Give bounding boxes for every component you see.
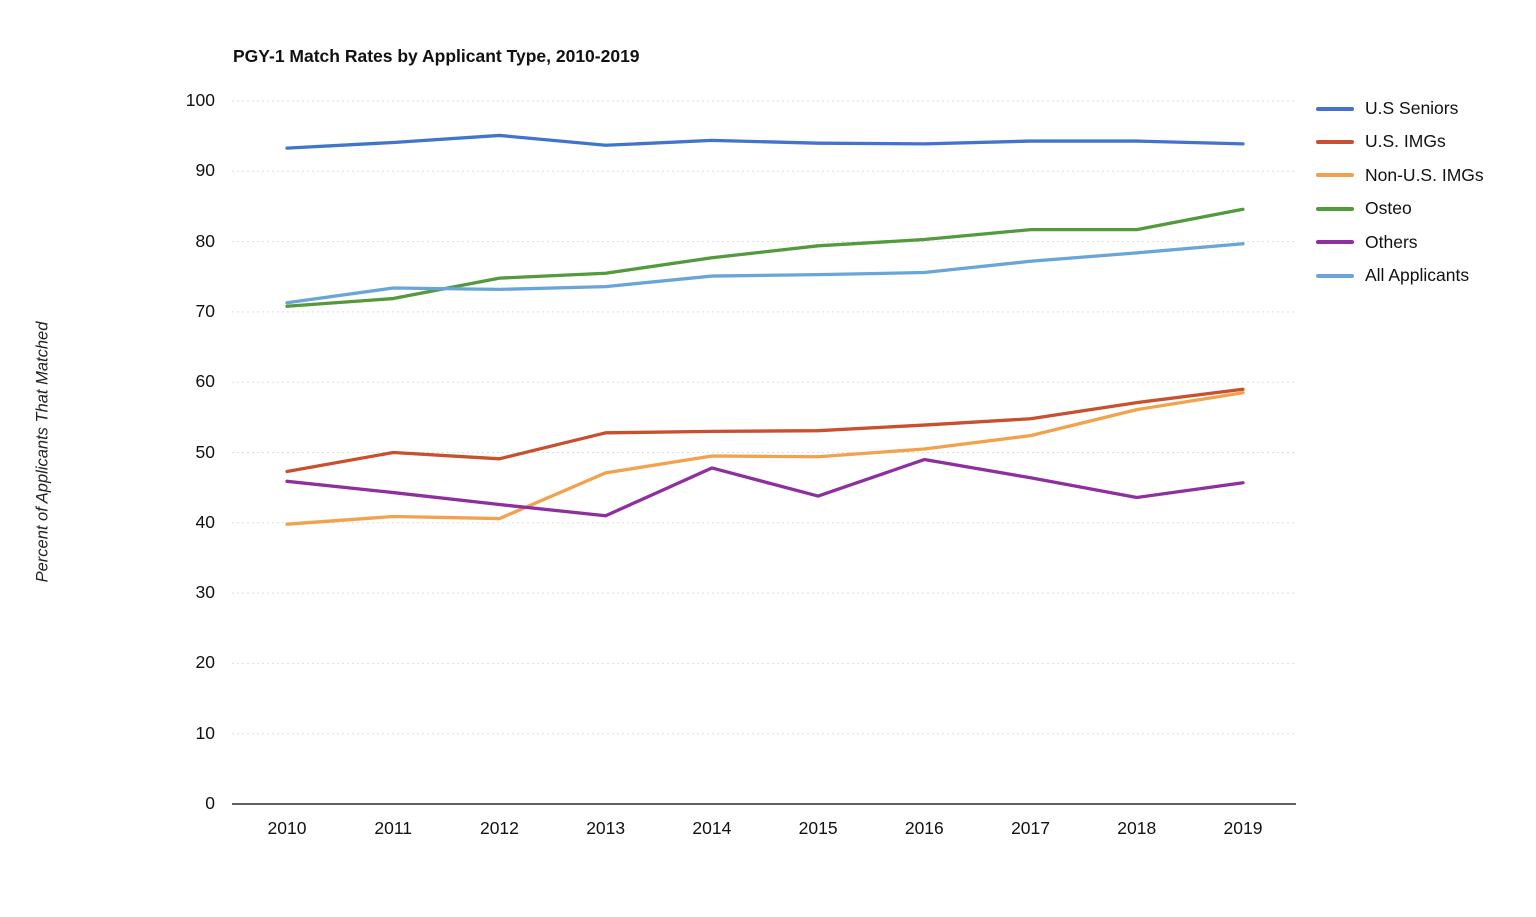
x-tick-label: 2010 (267, 818, 307, 838)
series-line-u-s-imgs (285, 387, 1245, 474)
legend-item-others: Others (1316, 232, 1418, 253)
y-tick-label: 80 (195, 230, 215, 251)
series-line-u-s-seniors (285, 133, 1245, 150)
legend-label: Non-U.S. IMGs (1365, 164, 1484, 185)
series-line-all-applicants (285, 242, 1245, 305)
legend-item-osteo: Osteo (1316, 198, 1412, 219)
legend-label: Others (1365, 231, 1418, 252)
x-tick-label: 2014 (692, 818, 732, 838)
legend-item-all-applicants: All Applicants (1316, 265, 1469, 286)
y-tick-label: 40 (195, 511, 215, 532)
x-tick-label: 2012 (479, 818, 519, 838)
legend-swatch-icon (1316, 240, 1354, 245)
legend-item-non-u-s-imgs: Non-U.S. IMGs (1316, 165, 1484, 186)
legend-swatch-icon (1316, 206, 1354, 211)
series-line-others (285, 457, 1245, 518)
y-tick-label: 70 (195, 300, 215, 321)
x-tick-label: 2015 (798, 818, 838, 838)
legend-swatch-icon (1316, 273, 1354, 278)
legend-swatch-icon (1316, 106, 1354, 111)
x-tick-label: 2018 (1117, 818, 1157, 838)
chart-title: PGY-1 Match Rates by Applicant Type, 201… (233, 46, 640, 66)
series-line-non-u-s-imgs (285, 391, 1245, 526)
x-tick-label: 2019 (1223, 818, 1263, 838)
legend-label: Osteo (1365, 198, 1412, 219)
legend-label: U.S Seniors (1365, 98, 1459, 118)
y-tick-label: 100 (185, 90, 215, 110)
y-tick-label: 0 (205, 793, 215, 813)
x-tick-label: 2017 (1011, 818, 1050, 838)
legend-label: U.S. IMGs (1365, 131, 1446, 152)
y-tick-label: 10 (195, 722, 215, 743)
y-tick-label: 50 (195, 441, 215, 462)
legend-swatch-icon (1316, 139, 1354, 144)
y-tick-label: 30 (195, 582, 215, 603)
legend-item-u-s-seniors: U.S Seniors (1316, 98, 1458, 119)
y-tick-label: 20 (195, 652, 215, 673)
legend-label: All Applicants (1365, 265, 1470, 285)
series-line-osteo (285, 207, 1245, 308)
legend-item-u-s-imgs: U.S. IMGs (1316, 131, 1446, 152)
x-tick-label: 2011 (374, 818, 413, 838)
x-tick-label: 2016 (904, 818, 944, 838)
y-tick-label: 90 (195, 160, 215, 181)
y-tick-label: 60 (195, 371, 215, 392)
legend-swatch-icon (1316, 173, 1354, 178)
x-tick-label: 2013 (586, 818, 626, 838)
